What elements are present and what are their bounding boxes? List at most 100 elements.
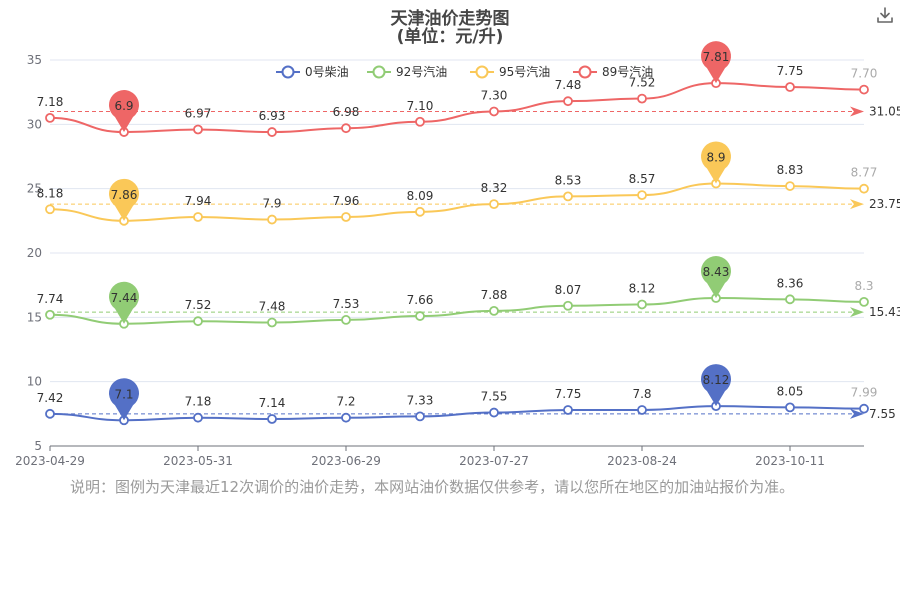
highlight-pin xyxy=(108,178,139,221)
data-label: 8.3 xyxy=(854,279,873,293)
highlight-pin xyxy=(701,41,732,84)
data-label: 7.8 xyxy=(632,387,651,401)
data-point xyxy=(267,317,277,328)
mark-line-arrow xyxy=(850,106,864,117)
data-point xyxy=(415,116,425,127)
data-point xyxy=(341,123,351,134)
data-point xyxy=(785,402,795,413)
data-point xyxy=(267,214,277,225)
download-icon[interactable] xyxy=(876,6,894,24)
data-point xyxy=(415,206,425,217)
y-tick-label: 25 xyxy=(27,182,42,196)
data-label: 7.52 xyxy=(629,76,656,90)
data-label: 8.09 xyxy=(407,189,434,203)
highlight-label: 8.12 xyxy=(703,373,730,387)
highlight-pin xyxy=(108,90,139,133)
data-point xyxy=(193,124,203,135)
data-label: 7.88 xyxy=(481,288,508,302)
data-point xyxy=(415,311,425,321)
highlight-pin xyxy=(701,141,732,184)
data-label: 7.52 xyxy=(185,298,212,312)
highlight-label: 8.9 xyxy=(706,151,725,165)
y-tick-label: 35 xyxy=(27,53,42,67)
data-point xyxy=(637,93,647,104)
y-tick-label: 15 xyxy=(27,310,42,324)
data-point xyxy=(563,300,573,311)
highlight-pin xyxy=(109,378,139,421)
data-point xyxy=(563,191,573,202)
data-label: 7.18 xyxy=(37,95,64,109)
data-point xyxy=(45,408,55,419)
x-tick-label: 2023-07-27 xyxy=(459,454,529,468)
data-point xyxy=(489,199,499,210)
data-label: 7.2 xyxy=(336,395,355,409)
data-label: 7.53 xyxy=(333,297,360,311)
data-point xyxy=(415,411,425,422)
data-label: 7.96 xyxy=(333,194,360,208)
data-label: 8.77 xyxy=(851,166,878,180)
data-point xyxy=(859,183,869,194)
data-point xyxy=(785,181,795,191)
data-label: 7.42 xyxy=(37,391,64,405)
legend-marker xyxy=(578,65,592,79)
mark-line-label: 15.43 xyxy=(869,305,900,319)
y-tick-label: 5 xyxy=(34,439,42,453)
series-line xyxy=(49,297,865,325)
data-label: 8.07 xyxy=(555,283,582,297)
data-label: 7.33 xyxy=(407,393,434,407)
data-label: 7.9 xyxy=(262,197,281,211)
legend-label: 0号柴油 xyxy=(305,65,349,79)
data-point xyxy=(563,405,573,415)
highlight-label: 7.44 xyxy=(111,291,138,305)
highlight-pin xyxy=(109,281,139,324)
data-label: 8.36 xyxy=(777,276,804,290)
legend-marker xyxy=(475,65,489,79)
series-line xyxy=(49,405,865,422)
data-label: 6.98 xyxy=(333,105,360,119)
data-point xyxy=(637,190,647,201)
x-tick-label: 2023-04-29 xyxy=(15,454,85,468)
y-tick-label: 10 xyxy=(27,375,42,389)
data-label: 7.55 xyxy=(481,390,508,404)
data-point xyxy=(267,414,277,424)
data-label: 8.32 xyxy=(481,181,508,195)
mark-line-label: 23.75 xyxy=(869,197,900,211)
data-label: 7.66 xyxy=(407,293,434,307)
data-label: 8.05 xyxy=(777,384,804,398)
y-tick-label: 30 xyxy=(27,117,42,131)
data-label: 6.97 xyxy=(185,106,212,120)
mark-line-label: 7.55 xyxy=(869,407,896,421)
data-label: 7.70 xyxy=(851,67,878,81)
chart-note: 说明：图例为天津最近12次调价的油价走势，本网站油价数据仅供参考，请以您所在地区… xyxy=(70,478,795,496)
highlight-label: 7.81 xyxy=(703,50,730,64)
data-point xyxy=(859,403,869,414)
data-point xyxy=(785,294,795,305)
data-point xyxy=(785,82,795,92)
data-label: 7.48 xyxy=(259,299,286,313)
mark-line-label: 31.05 xyxy=(869,104,900,118)
data-point xyxy=(267,127,277,137)
data-point xyxy=(563,96,573,107)
highlight-label: 6.9 xyxy=(114,99,133,113)
data-point xyxy=(859,84,869,95)
legend-marker xyxy=(372,65,386,79)
data-label: 7.14 xyxy=(259,396,286,410)
x-tick-label: 2023-06-29 xyxy=(311,454,381,468)
data-point xyxy=(45,204,55,215)
chart-subtitle: (单位：元/升) xyxy=(396,27,504,47)
highlight-pin xyxy=(701,364,732,407)
chart-title: 天津油价走势图 xyxy=(390,9,510,29)
data-label: 8.53 xyxy=(555,173,582,187)
y-tick-label: 20 xyxy=(27,246,42,260)
data-label: 7.48 xyxy=(555,78,582,92)
data-point xyxy=(489,106,499,117)
highlight-label: 7.86 xyxy=(111,188,138,202)
data-point xyxy=(489,305,499,316)
mark-line-arrow xyxy=(850,307,864,318)
data-label: 8.12 xyxy=(629,281,656,295)
data-label: 7.75 xyxy=(555,387,582,401)
legend-marker xyxy=(281,65,295,79)
data-point xyxy=(637,405,647,415)
